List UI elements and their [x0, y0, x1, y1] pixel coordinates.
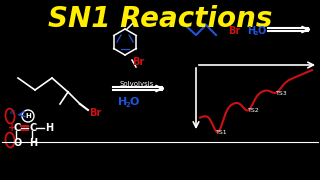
Text: H: H: [247, 26, 255, 36]
Text: Br: Br: [132, 57, 144, 67]
Text: H: H: [118, 97, 127, 107]
Text: Solvolysis: Solvolysis: [120, 81, 154, 87]
Text: O: O: [257, 26, 265, 36]
Text: TS1: TS1: [216, 130, 228, 135]
Text: Br: Br: [228, 26, 240, 36]
Text: C: C: [29, 123, 36, 133]
Text: 2: 2: [254, 30, 258, 35]
Text: H: H: [45, 123, 53, 133]
Text: SN1 Reactions: SN1 Reactions: [48, 5, 272, 33]
Text: Br: Br: [89, 108, 101, 118]
Text: H: H: [25, 113, 31, 119]
Text: H: H: [29, 138, 37, 148]
Text: 2: 2: [125, 102, 130, 108]
Text: +: +: [8, 123, 16, 133]
Text: TS2: TS2: [248, 109, 260, 113]
Text: C: C: [14, 123, 21, 133]
Text: e⁻: e⁻: [10, 109, 17, 114]
Text: O: O: [13, 138, 21, 148]
Text: O: O: [129, 97, 138, 107]
Text: TS3: TS3: [276, 91, 287, 96]
